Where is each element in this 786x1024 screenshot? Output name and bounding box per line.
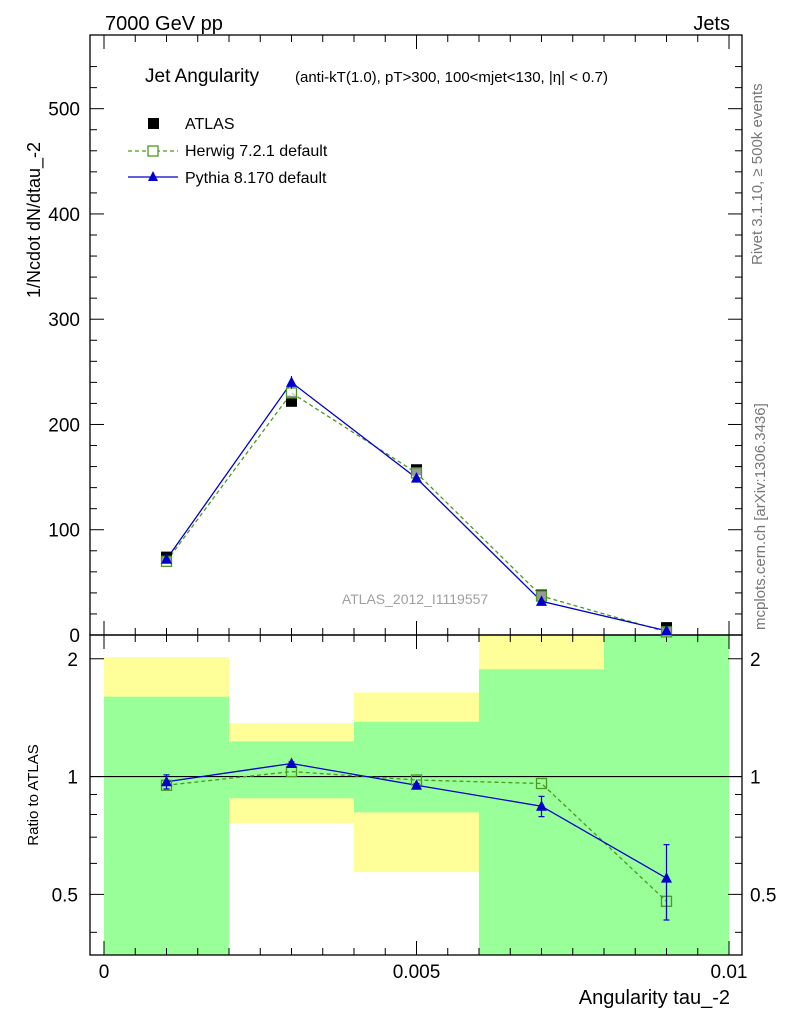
main-ytick-label: 0 <box>69 626 80 647</box>
legend-herwig-marker <box>147 145 159 157</box>
legend-atlas-marker <box>148 118 159 129</box>
ratio-ytick-label: 2 <box>67 650 78 671</box>
ratio-ytick-label-right: 0.5 <box>750 885 776 906</box>
green-band-2 <box>354 721 479 813</box>
rivet-label: Rivet 3.1.10, ≥ 500k events <box>749 83 766 265</box>
ratio-pythia-point <box>411 779 422 790</box>
xlabel: Angularity tau_-2 <box>579 987 730 1009</box>
pythia-point <box>661 624 672 636</box>
pythia-point <box>536 595 547 606</box>
legend-herwig-label: Herwig 7.2.1 default <box>185 143 328 160</box>
ratio-pythia-point <box>661 872 672 883</box>
pythia-point <box>286 376 297 387</box>
main-ytick-label: 200 <box>48 415 80 436</box>
ratio-pythia-point <box>161 775 172 787</box>
xtick-label: 0.01 <box>711 962 748 983</box>
legend-atlas-label: ATLAS <box>185 116 235 133</box>
main-ytick-label: 100 <box>48 521 80 542</box>
chart-subtitle: (anti-kT(1.0), pT>300, 100<mjet<130, |η|… <box>295 69 608 86</box>
main-ytick-label: 500 <box>48 100 80 121</box>
ratio-ytick-label: 0.5 <box>52 885 78 906</box>
xtick-label: 0.005 <box>393 962 441 983</box>
pythia-point <box>161 553 172 564</box>
header-right: Jets <box>693 13 730 35</box>
ratio-pythia-point <box>536 800 547 811</box>
atlas-point <box>286 395 297 407</box>
main-ytick-label: 300 <box>48 310 80 331</box>
ratio-herwig-point <box>535 777 548 790</box>
green-band-0 <box>104 696 229 955</box>
herwig-point <box>285 387 298 399</box>
watermark: ATLAS_2012_I1119557 <box>342 591 489 607</box>
ratio-pythia-point <box>286 757 297 768</box>
main-ytick-label: 400 <box>48 205 80 226</box>
legend: ATLAS Herwig 7.2.1 default Pythia 8.170 … <box>128 116 328 187</box>
chart-title: Jet Angularity <box>145 66 260 87</box>
ratio-ylabel: Ratio to ATLAS <box>25 744 42 845</box>
header-left: 7000 GeV pp <box>105 13 223 35</box>
ratio-ytick-label: 1 <box>67 768 78 789</box>
legend-pythia-label: Pythia 8.170 default <box>185 170 327 187</box>
main-ylabel: 1/Ncdot dN/dtau_-2 <box>24 142 45 298</box>
mcplots-label: mcplots.cern.ch [arXiv:1306.3436] <box>752 403 769 630</box>
pythia-point <box>411 472 422 483</box>
ratio-ytick-label-right: 1 <box>750 768 761 789</box>
ratio-ytick-label-right: 2 <box>750 650 761 671</box>
xtick-label: 0 <box>99 962 110 983</box>
legend-pythia-marker <box>148 171 158 181</box>
